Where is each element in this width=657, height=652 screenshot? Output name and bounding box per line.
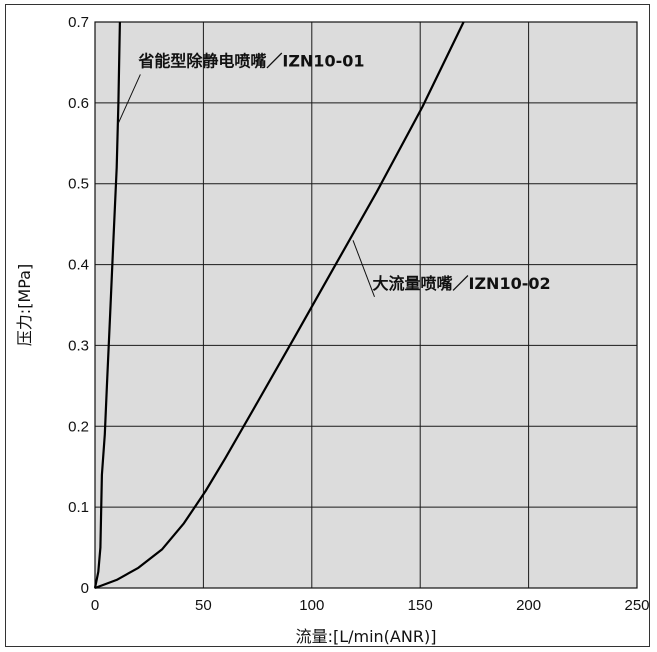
y-axis-ticks: 0 0.1 0.2 0.3 0.4 0.5 0.6 0.7 [68,14,89,597]
y-tick-label: 0.4 [68,257,89,274]
x-tick-label: 100 [299,597,324,614]
annotations: 省能型除静电喷嘴／IZN10-01 大流量喷嘴／IZN10-02 [117,51,551,298]
x-tick-label: 200 [516,597,541,614]
annotation-label-2: 大流量喷嘴／IZN10-02 [373,274,551,293]
plot-area [95,22,637,588]
x-tick-label: 50 [195,597,212,614]
y-tick-label: 0.7 [68,14,89,31]
y-tick-label: 0.6 [68,95,89,112]
series-lines [93,21,465,590]
x-tick-label: 250 [624,597,649,614]
y-axis-label: 压力:[MPa] [15,264,34,346]
x-axis-label: 流量:[L/min(ANR)] [296,627,437,646]
grid [94,21,638,589]
y-tick-label: 0.1 [68,499,89,516]
annotation-label-1: 省能型除静电喷嘴／IZN10-01 [137,51,364,70]
y-tick-label: 0.5 [68,176,89,193]
series-line-2 [94,21,465,590]
y-tick-label: 0.2 [68,418,89,435]
annotation-leader-2 [352,240,375,298]
plot-border [94,21,638,589]
x-tick-label: 150 [408,597,433,614]
chart-frame [5,4,650,647]
y-tick-label: 0.3 [68,337,89,354]
y-tick-label: 0 [81,580,89,597]
series-line-1 [93,21,121,589]
x-tick-label: 0 [91,597,99,614]
x-axis-ticks: 0 50 100 150 200 250 [91,597,650,614]
annotation-leader-1 [117,74,141,124]
